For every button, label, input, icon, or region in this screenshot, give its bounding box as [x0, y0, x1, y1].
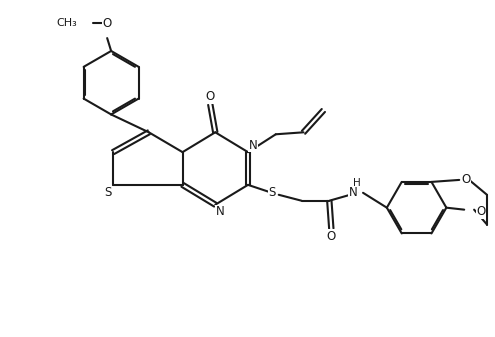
Text: O: O: [206, 90, 215, 103]
Text: O: O: [461, 174, 471, 186]
Text: N: N: [349, 186, 357, 199]
Text: O: O: [102, 17, 112, 30]
Text: S: S: [268, 186, 276, 199]
Text: H: H: [353, 178, 361, 188]
Text: CH₃: CH₃: [56, 18, 77, 28]
Text: O: O: [327, 230, 336, 243]
Text: S: S: [104, 186, 112, 199]
Text: O: O: [476, 205, 486, 218]
Text: N: N: [248, 139, 257, 152]
Text: N: N: [216, 205, 225, 218]
